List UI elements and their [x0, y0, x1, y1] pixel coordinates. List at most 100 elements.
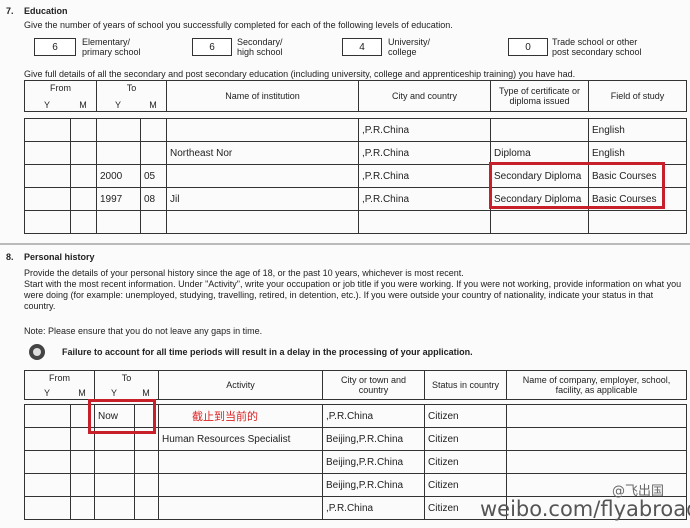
- table-cell: [24, 427, 71, 451]
- table-cell: ,P.R.China: [322, 496, 425, 520]
- table-cell: Citizen: [424, 404, 507, 428]
- warning: Failure to account for all time periods …: [62, 347, 473, 357]
- table-cell: [70, 496, 95, 520]
- table-cell: [490, 210, 589, 234]
- table-cell: 2000: [96, 164, 141, 188]
- table-cell: [24, 450, 71, 474]
- watermark-url: weibo.com/flyabroad: [480, 497, 690, 521]
- table-cell: [70, 210, 97, 234]
- table-cell: [134, 473, 159, 497]
- table-cell: English: [588, 118, 687, 142]
- table-cell: Beijing,P.R.China: [322, 473, 425, 497]
- years-box: 4: [342, 38, 382, 56]
- table-cell: Jil: [166, 187, 359, 211]
- table-cell: [24, 473, 71, 497]
- header-cell: City and country: [358, 80, 491, 112]
- years-box: 6: [34, 38, 76, 56]
- table-cell: 08: [140, 187, 167, 211]
- table-cell: [358, 210, 491, 234]
- header-sub: M: [142, 388, 150, 398]
- header-cell: Name of institution: [166, 80, 359, 112]
- table-cell: [24, 187, 71, 211]
- table-cell: [94, 496, 135, 520]
- note: Note: Please ensure that you do not leav…: [24, 326, 263, 336]
- table-cell: Northeast Nor: [166, 141, 359, 165]
- table-cell: ,P.R.China: [322, 404, 425, 428]
- level-label: University/ college: [388, 37, 431, 57]
- table-cell: [24, 210, 71, 234]
- header-sub: Y: [114, 100, 121, 110]
- table-cell: ,P.R.China: [358, 164, 491, 188]
- table-cell: [24, 118, 71, 142]
- table-cell: [166, 210, 359, 234]
- level-label: Secondary/ high school: [237, 37, 283, 57]
- table-cell: [96, 118, 141, 142]
- table-cell: [140, 141, 167, 165]
- table-cell: [134, 496, 159, 520]
- table-cell: Human Resources Specialist: [158, 427, 323, 451]
- header-cell: Activity: [158, 370, 323, 400]
- table-cell: [24, 164, 71, 188]
- header-cell: Status in country: [424, 370, 507, 400]
- section-title: Education: [24, 6, 68, 16]
- level-label: Elementary/ primary school: [82, 37, 141, 57]
- years-box: 6: [192, 38, 232, 56]
- instruction: Give full details of all the secondary a…: [24, 69, 576, 79]
- instruction: Start with the most recent information. …: [24, 279, 682, 311]
- highlight-box: [88, 399, 156, 434]
- table-cell: [70, 473, 95, 497]
- years-box: 0: [508, 38, 548, 56]
- table-cell: [166, 164, 359, 188]
- level-label: Trade school or other post secondary sch…: [552, 37, 642, 57]
- table-cell: 05: [140, 164, 167, 188]
- table-cell: Citizen: [424, 450, 507, 474]
- table-cell: Beijing,P.R.China: [322, 427, 425, 451]
- table-cell: [70, 187, 97, 211]
- table-cell: [94, 450, 135, 474]
- table-cell: [506, 496, 687, 520]
- table-cell: [70, 118, 97, 142]
- instruction: Provide the details of your personal his…: [24, 268, 464, 278]
- table-cell: ,P.R.China: [358, 187, 491, 211]
- table-cell: Citizen: [424, 473, 507, 497]
- table-cell: 1997: [96, 187, 141, 211]
- header-sub: Y: [43, 388, 50, 398]
- table-cell: [140, 118, 167, 142]
- table-cell: [24, 404, 71, 428]
- table-cell: [506, 404, 687, 428]
- instruction: Give the number of years of school you s…: [24, 20, 453, 30]
- table-cell: [588, 210, 687, 234]
- header-cell: Field of study: [588, 80, 687, 112]
- highlight-box: [489, 162, 665, 209]
- table-cell: Citizen: [424, 427, 507, 451]
- header-sub: M: [79, 100, 87, 110]
- header-cell: Type of certificate or diploma issued: [490, 80, 589, 112]
- table-cell: [70, 164, 97, 188]
- table-cell: [70, 450, 95, 474]
- table-cell: [134, 450, 159, 474]
- section-number: 7.: [6, 6, 14, 16]
- header-sub: M: [149, 100, 157, 110]
- section-title: Personal history: [24, 252, 95, 262]
- header-sub: Y: [110, 388, 117, 398]
- table-cell: [506, 427, 687, 451]
- table-cell: [506, 450, 687, 474]
- watermark-handle: @飞出国: [612, 484, 665, 499]
- section-number: 8.: [6, 252, 14, 262]
- table-cell: [166, 118, 359, 142]
- warning-icon: [29, 344, 45, 360]
- table-cell: [158, 496, 323, 520]
- annotation: 截止到当前的: [192, 410, 258, 423]
- separator: [0, 243, 690, 245]
- table-cell: [140, 210, 167, 234]
- table-cell: ,P.R.China: [358, 118, 491, 142]
- table-cell: [158, 473, 323, 497]
- header-cell: City or town and country: [322, 370, 425, 400]
- table-cell: [24, 496, 71, 520]
- table-cell: [96, 210, 141, 234]
- table-cell: [158, 450, 323, 474]
- header-cell: Name of company, employer, school, facil…: [506, 370, 687, 400]
- table-cell: ,P.R.China: [358, 141, 491, 165]
- table-cell: [490, 118, 589, 142]
